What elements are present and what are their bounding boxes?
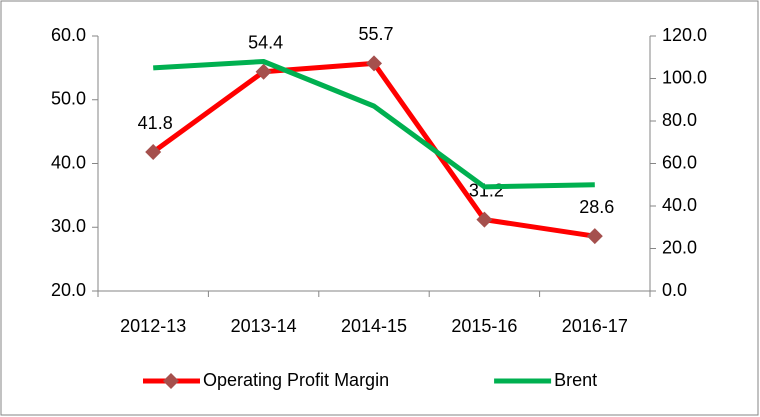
x-tick-label: 2015-16 — [451, 316, 517, 336]
data-label: 28.6 — [579, 197, 614, 217]
x-tick-label: 2013-14 — [231, 316, 297, 336]
legend-marker — [163, 373, 179, 389]
data-label: 55.7 — [358, 24, 393, 44]
data-label: 54.4 — [248, 32, 283, 52]
marker — [255, 63, 272, 80]
y-tick-label: 40.0 — [51, 152, 86, 172]
y2-tick-label: 0.0 — [662, 280, 687, 300]
y2-tick-label: 60.0 — [662, 152, 697, 172]
marker — [366, 55, 382, 72]
legend-label: Brent — [554, 370, 597, 390]
y-tick-label: 60.0 — [51, 25, 86, 45]
series-line — [153, 59, 595, 190]
y2-tick-label: 80.0 — [662, 110, 697, 130]
data-label: 41.8 — [138, 113, 173, 133]
y-tick-label: 20.0 — [51, 280, 86, 300]
x-tick-label: 2014-15 — [341, 316, 407, 336]
data-label: 31.2 — [469, 180, 504, 200]
legend-label: Operating Profit Margin — [203, 370, 389, 390]
marker — [476, 211, 493, 228]
y-tick-label: 50.0 — [51, 89, 86, 109]
y-tick-label: 30.0 — [51, 216, 86, 236]
y2-tick-label: 120.0 — [662, 25, 707, 45]
y2-tick-label: 20.0 — [662, 237, 697, 257]
x-tick-label: 2016-17 — [562, 316, 628, 336]
y2-tick-label: 100.0 — [662, 67, 707, 87]
marker — [145, 144, 162, 161]
x-tick-label: 2012-13 — [120, 316, 186, 336]
y2-tick-label: 40.0 — [662, 195, 697, 215]
marker — [586, 228, 603, 245]
